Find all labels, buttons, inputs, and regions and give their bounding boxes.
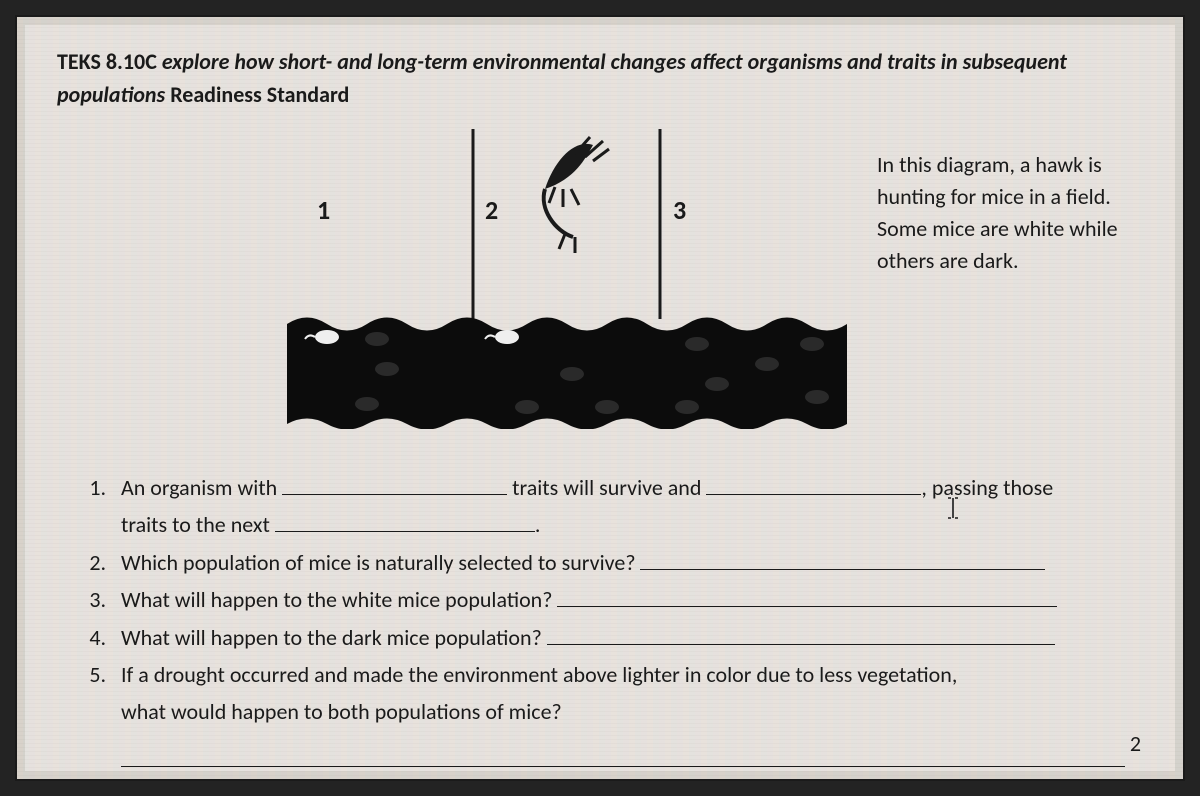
hawk-mice-diagram: 1 2 3 — [287, 129, 847, 429]
questions-block: An organism with traits will survive and… — [57, 469, 1143, 767]
question-text: What will happen to the dark mice popula… — [121, 624, 547, 651]
hawk-icon — [544, 137, 609, 253]
panel-label-2: 2 — [485, 194, 498, 226]
fill-in-blank[interactable] — [275, 509, 535, 532]
question-text: traits to the next — [121, 511, 275, 538]
standard-line: TEKS 8.10C explore how short- and long-t… — [57, 45, 1143, 111]
question-item: What will happen to the dark mice popula… — [111, 619, 1143, 656]
question-text: What will happen to the white mice popul… — [121, 586, 557, 613]
fill-in-blank[interactable] — [282, 472, 507, 495]
question-text: An organism with — [121, 474, 282, 501]
question-text: , passing those — [921, 474, 1053, 501]
standard-tag: Readiness Standard — [170, 81, 349, 108]
question-text: If a drought occurred and made the envir… — [121, 661, 957, 688]
page-number: 2 — [1130, 730, 1141, 757]
question-item: An organism with traits will survive and… — [111, 469, 1143, 544]
fill-in-blank[interactable] — [557, 584, 1057, 607]
question-text: Which population of mice is naturally se… — [121, 549, 640, 576]
question-item: Which population of mice is naturally se… — [111, 544, 1143, 581]
diagram-svg: 1 2 3 — [287, 129, 847, 429]
fill-in-blank[interactable] — [547, 621, 1055, 644]
question-text: what would happen to both populations of… — [121, 698, 562, 725]
fill-in-blank-line[interactable] — [121, 741, 1125, 767]
panel-label-3: 3 — [673, 194, 686, 226]
question-item: What will happen to the white mice popul… — [111, 581, 1143, 618]
diagram-row: 1 2 3 — [57, 129, 1143, 429]
question-item: If a drought occurred and made the envir… — [111, 656, 1143, 767]
question-text: . — [535, 511, 541, 538]
question-text: traits will survive and — [507, 474, 706, 501]
question-list: An organism with traits will survive and… — [57, 469, 1143, 767]
standard-code: TEKS 8.10C — [57, 48, 157, 75]
text-cursor-icon — [946, 497, 960, 519]
diagram-caption: In this diagram, a hawk is hunting for m… — [877, 129, 1143, 277]
worksheet-page: TEKS 8.10C explore how short- and long-t… — [15, 15, 1185, 781]
panel-label-1: 1 — [317, 194, 330, 226]
fill-in-blank[interactable] — [640, 547, 1045, 570]
fill-in-blank[interactable] — [706, 472, 921, 495]
